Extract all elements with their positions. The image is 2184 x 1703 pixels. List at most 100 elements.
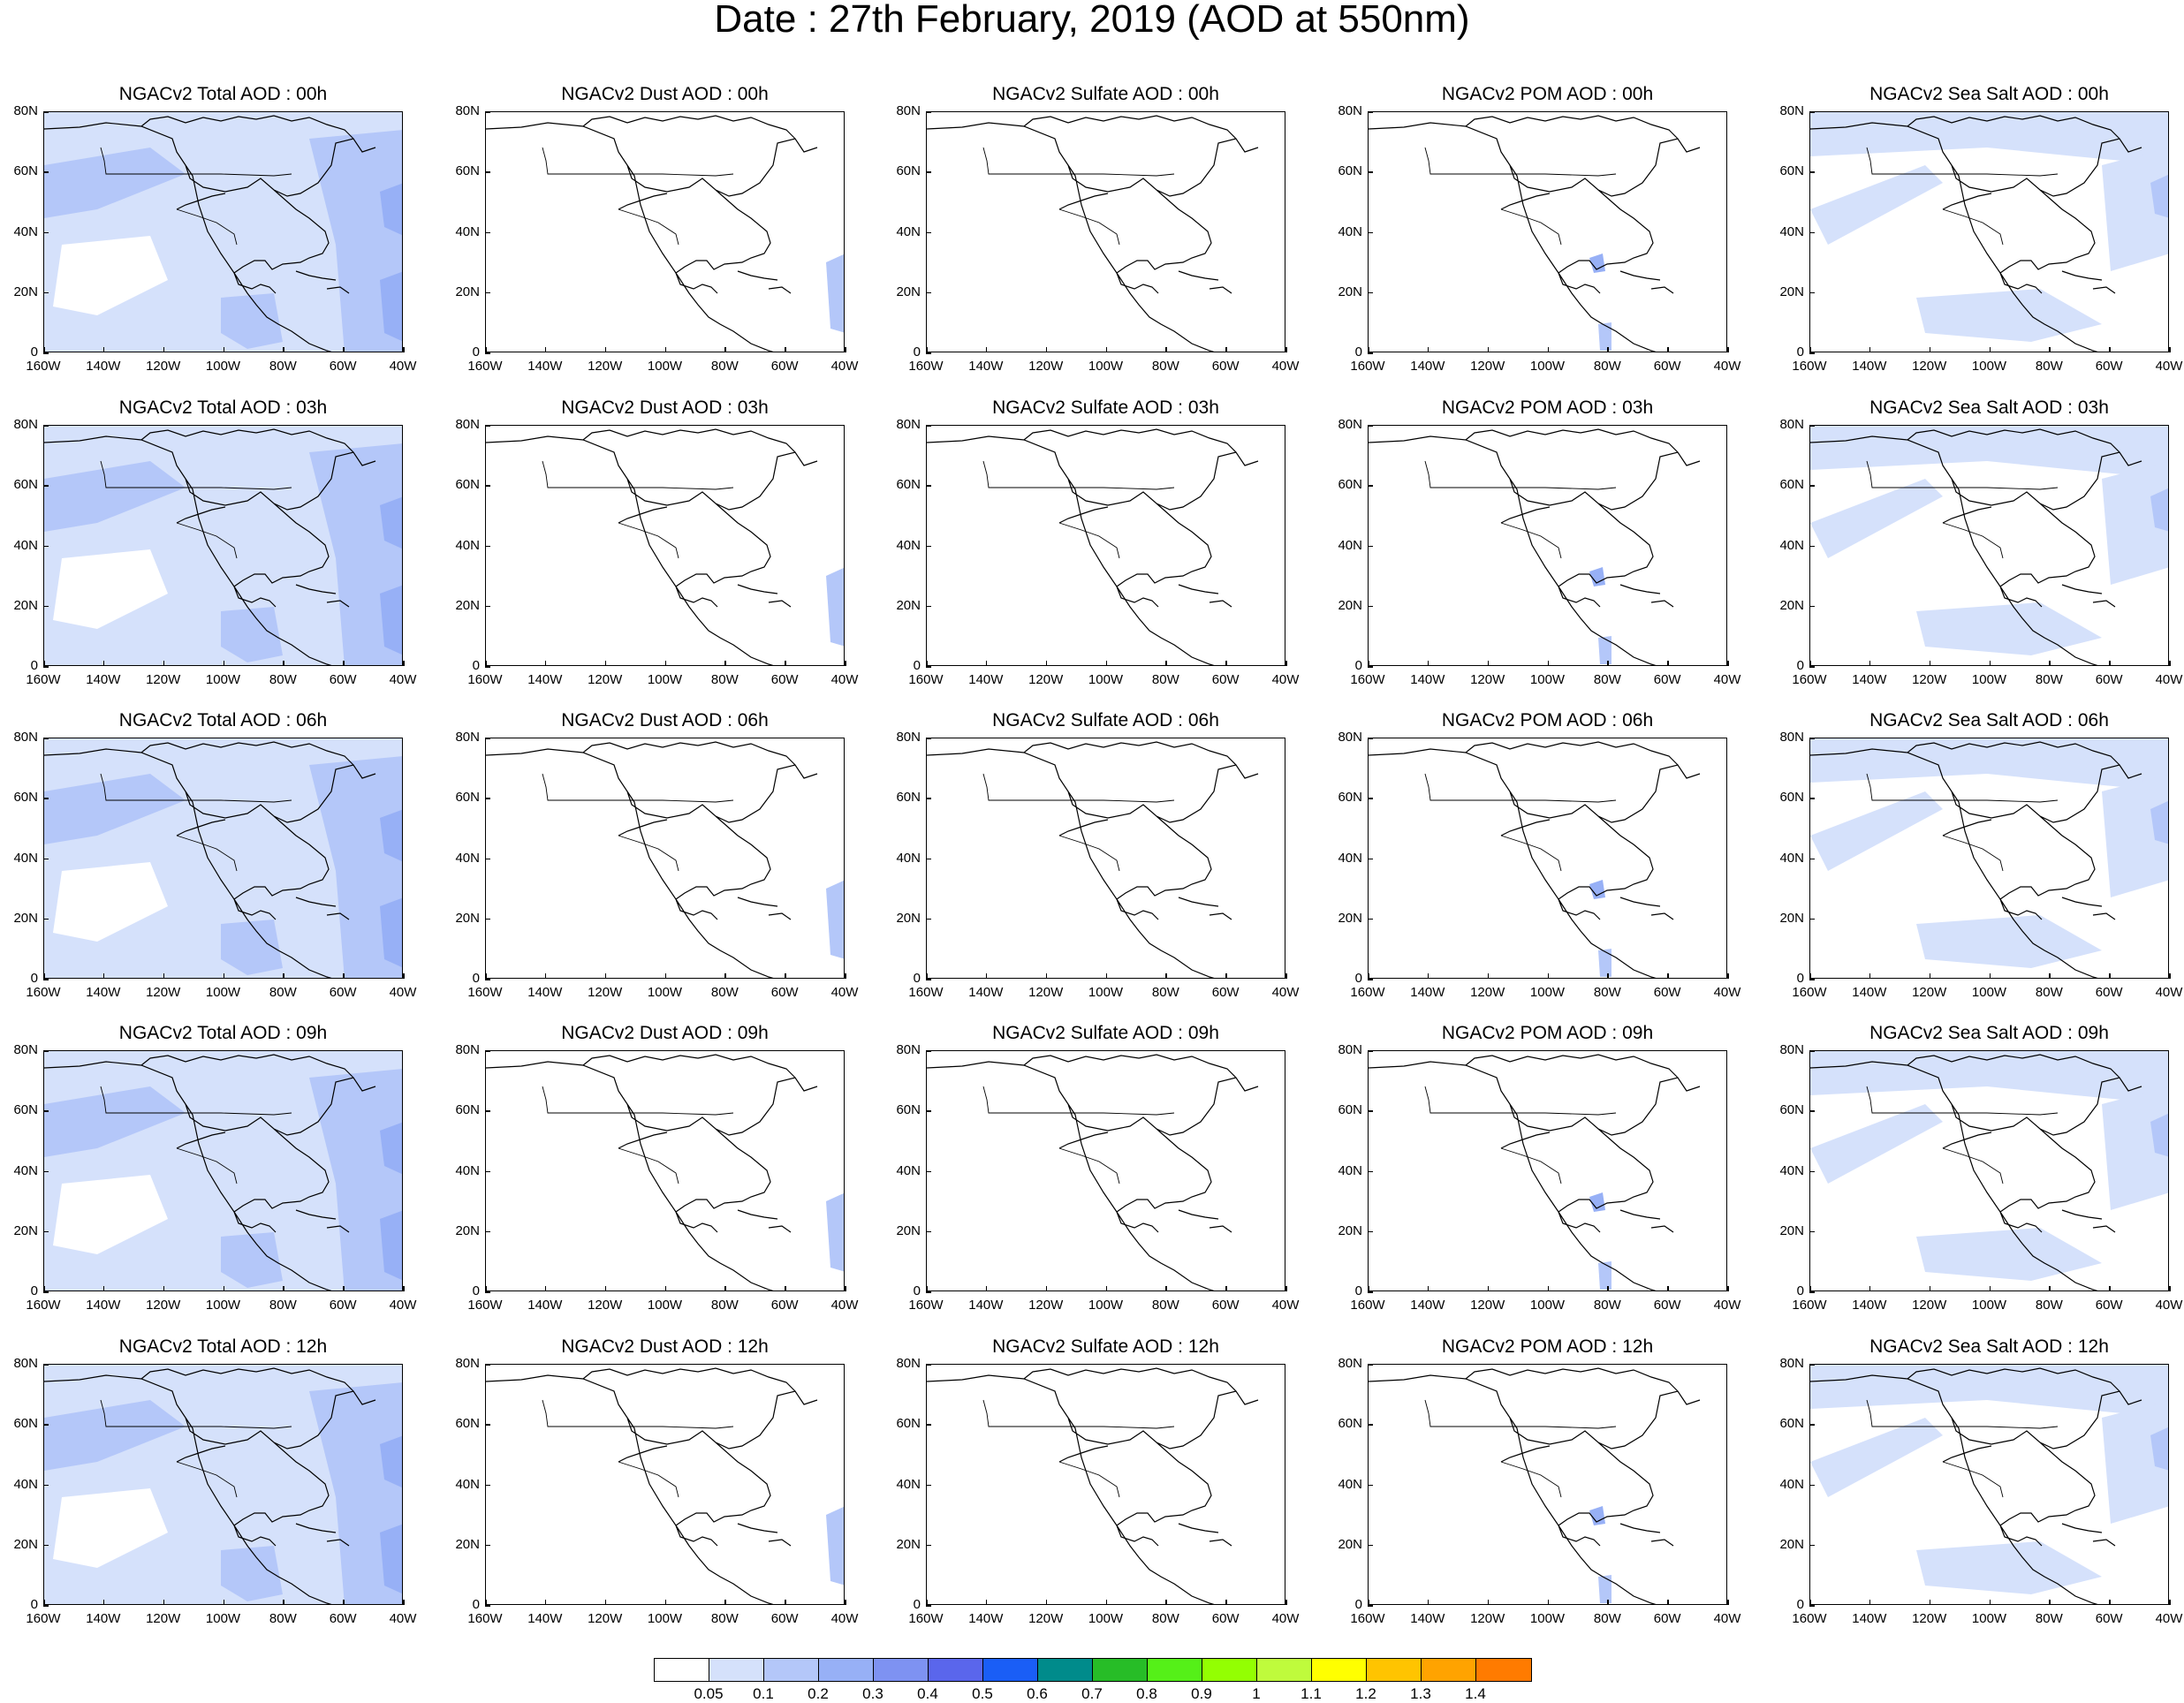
lat-tick-label: 20N	[13, 910, 38, 926]
lat-tick-label: 0	[1354, 971, 1362, 986]
map-canvas	[927, 741, 1259, 978]
coastline	[927, 741, 1259, 978]
lon-tick-label: 40W	[1713, 985, 1741, 1000]
aod-shade-atlantic-core	[2150, 1113, 2168, 1157]
lon-tick	[1105, 1286, 1107, 1291]
lon-tick	[1225, 347, 1227, 352]
lat-tick	[926, 545, 931, 547]
lon-tick-label: 80W	[1593, 1611, 1621, 1626]
lat-tick	[926, 605, 931, 608]
aod-shade-clean-area	[53, 549, 168, 629]
lat-tick-label: 60N	[455, 1102, 480, 1118]
lat-tick-label: 20N	[896, 597, 921, 613]
lon-tick	[1667, 973, 1669, 979]
map-panel: NGACv2 Total AOD : 09h 80N 60N 40N 20N 0 160W 1…	[13, 1020, 416, 1313]
lat-tick	[926, 231, 931, 233]
lon-tick	[785, 1600, 786, 1605]
lon-tick	[2109, 347, 2111, 352]
lon-tick	[926, 661, 928, 666]
aod-shade-smoke-gulf	[1589, 1506, 1605, 1525]
lon-tick	[1869, 1286, 1871, 1291]
panel-title: NGACv2 Dust AOD : 03h	[561, 397, 769, 418]
lat-tick	[926, 858, 931, 859]
lon-tick-label: 120W	[588, 359, 623, 374]
map-frame	[1368, 1364, 1727, 1605]
lon-tick	[2109, 973, 2111, 979]
lon-tick	[1225, 1600, 1227, 1605]
lat-tick	[1368, 1170, 1373, 1172]
lat-tick-label: 0	[1354, 658, 1362, 673]
aod-shade-atlantic	[2102, 1086, 2168, 1210]
map-frame	[485, 738, 845, 979]
lon-tick-label: 80W	[2035, 1611, 2063, 1626]
colorbar-swatch	[874, 1659, 929, 1681]
coastline	[1810, 428, 2142, 665]
lon-tick	[1105, 1600, 1107, 1605]
lon-tick-label: 80W	[269, 359, 297, 374]
map-canvas	[1369, 1367, 1701, 1604]
lon-tick	[43, 973, 45, 979]
lat-tick	[926, 171, 931, 173]
aod-shade-saharan-dust	[826, 880, 844, 959]
lon-tick	[1929, 347, 1931, 352]
lat-tick	[43, 738, 49, 739]
lon-tick-label: 140W	[527, 985, 563, 1000]
lon-tick-label: 100W	[205, 359, 241, 374]
aod-shade-pacific-band	[1810, 1418, 1943, 1497]
lon-tick	[1487, 1286, 1490, 1291]
lat-tick	[1368, 666, 1373, 668]
lon-tick-label: 140W	[968, 1298, 1004, 1313]
map-canvas	[1810, 738, 2168, 978]
colorbar-label: 1.3	[1410, 1685, 1431, 1702]
lat-tick-label: 60N	[13, 477, 38, 493]
lon-tick	[664, 973, 666, 979]
panel-title: NGACv2 Sea Salt AOD : 00h	[1869, 84, 2109, 104]
lat-tick-label: 60N	[455, 477, 480, 493]
lon-tick	[1427, 1600, 1429, 1605]
lon-tick	[1727, 661, 1729, 666]
lon-tick	[1165, 661, 1167, 666]
lat-tick	[926, 1605, 931, 1607]
lon-tick-label: 40W	[2155, 359, 2183, 374]
lon-tick	[1547, 973, 1549, 979]
panel-title: NGACv2 Sulfate AOD : 09h	[992, 1023, 1219, 1043]
aod-shade-atlantic-core	[2150, 800, 2168, 844]
aod-shade-smoke-south	[1598, 1261, 1611, 1290]
colorbar-label: 0.7	[1081, 1685, 1103, 1702]
lon-tick	[1869, 347, 1871, 352]
lon-tick	[1487, 661, 1490, 666]
lon-tick	[985, 1600, 988, 1605]
lat-tick-label: 40N	[1338, 1162, 1362, 1178]
lon-tick	[2049, 661, 2051, 666]
colorbar-swatch	[1422, 1659, 1476, 1681]
lat-tick-label: 20N	[1779, 597, 1804, 613]
lon-tick	[1427, 661, 1429, 666]
coastline	[927, 1367, 1259, 1604]
lon-tick-label: 100W	[205, 672, 241, 687]
lat-tick	[43, 1110, 49, 1112]
lat-tick	[1809, 666, 1815, 668]
lon-tick-label: 40W	[389, 359, 417, 374]
lon-tick-label: 40W	[830, 1611, 859, 1626]
aod-shade-atlantic-core	[380, 1122, 402, 1175]
aod-shade-trade-wind	[380, 1524, 402, 1594]
lon-tick-label: 160W	[26, 1298, 61, 1313]
lat-tick	[926, 918, 931, 920]
lat-tick	[485, 171, 490, 173]
lon-tick	[845, 973, 846, 979]
lat-tick-label: 60N	[896, 1102, 921, 1118]
coastline	[1369, 115, 1701, 352]
lon-tick	[544, 347, 547, 352]
political-borders	[1866, 460, 2059, 559]
lat-tick-label: 0	[30, 1283, 38, 1298]
lon-tick-label: 60W	[2095, 985, 2123, 1000]
lat-tick	[43, 231, 49, 233]
lon-tick-label: 160W	[26, 672, 61, 687]
lat-tick	[926, 1424, 931, 1426]
map-panel: NGACv2 POM AOD : 12h 80N 60N 40N 20N 0 160W 140…	[1338, 1334, 1740, 1626]
lon-tick	[664, 661, 666, 666]
lon-tick-label: 40W	[1271, 359, 1300, 374]
lat-tick	[926, 1544, 931, 1547]
political-borders	[100, 147, 292, 246]
political-borders	[100, 1399, 292, 1498]
